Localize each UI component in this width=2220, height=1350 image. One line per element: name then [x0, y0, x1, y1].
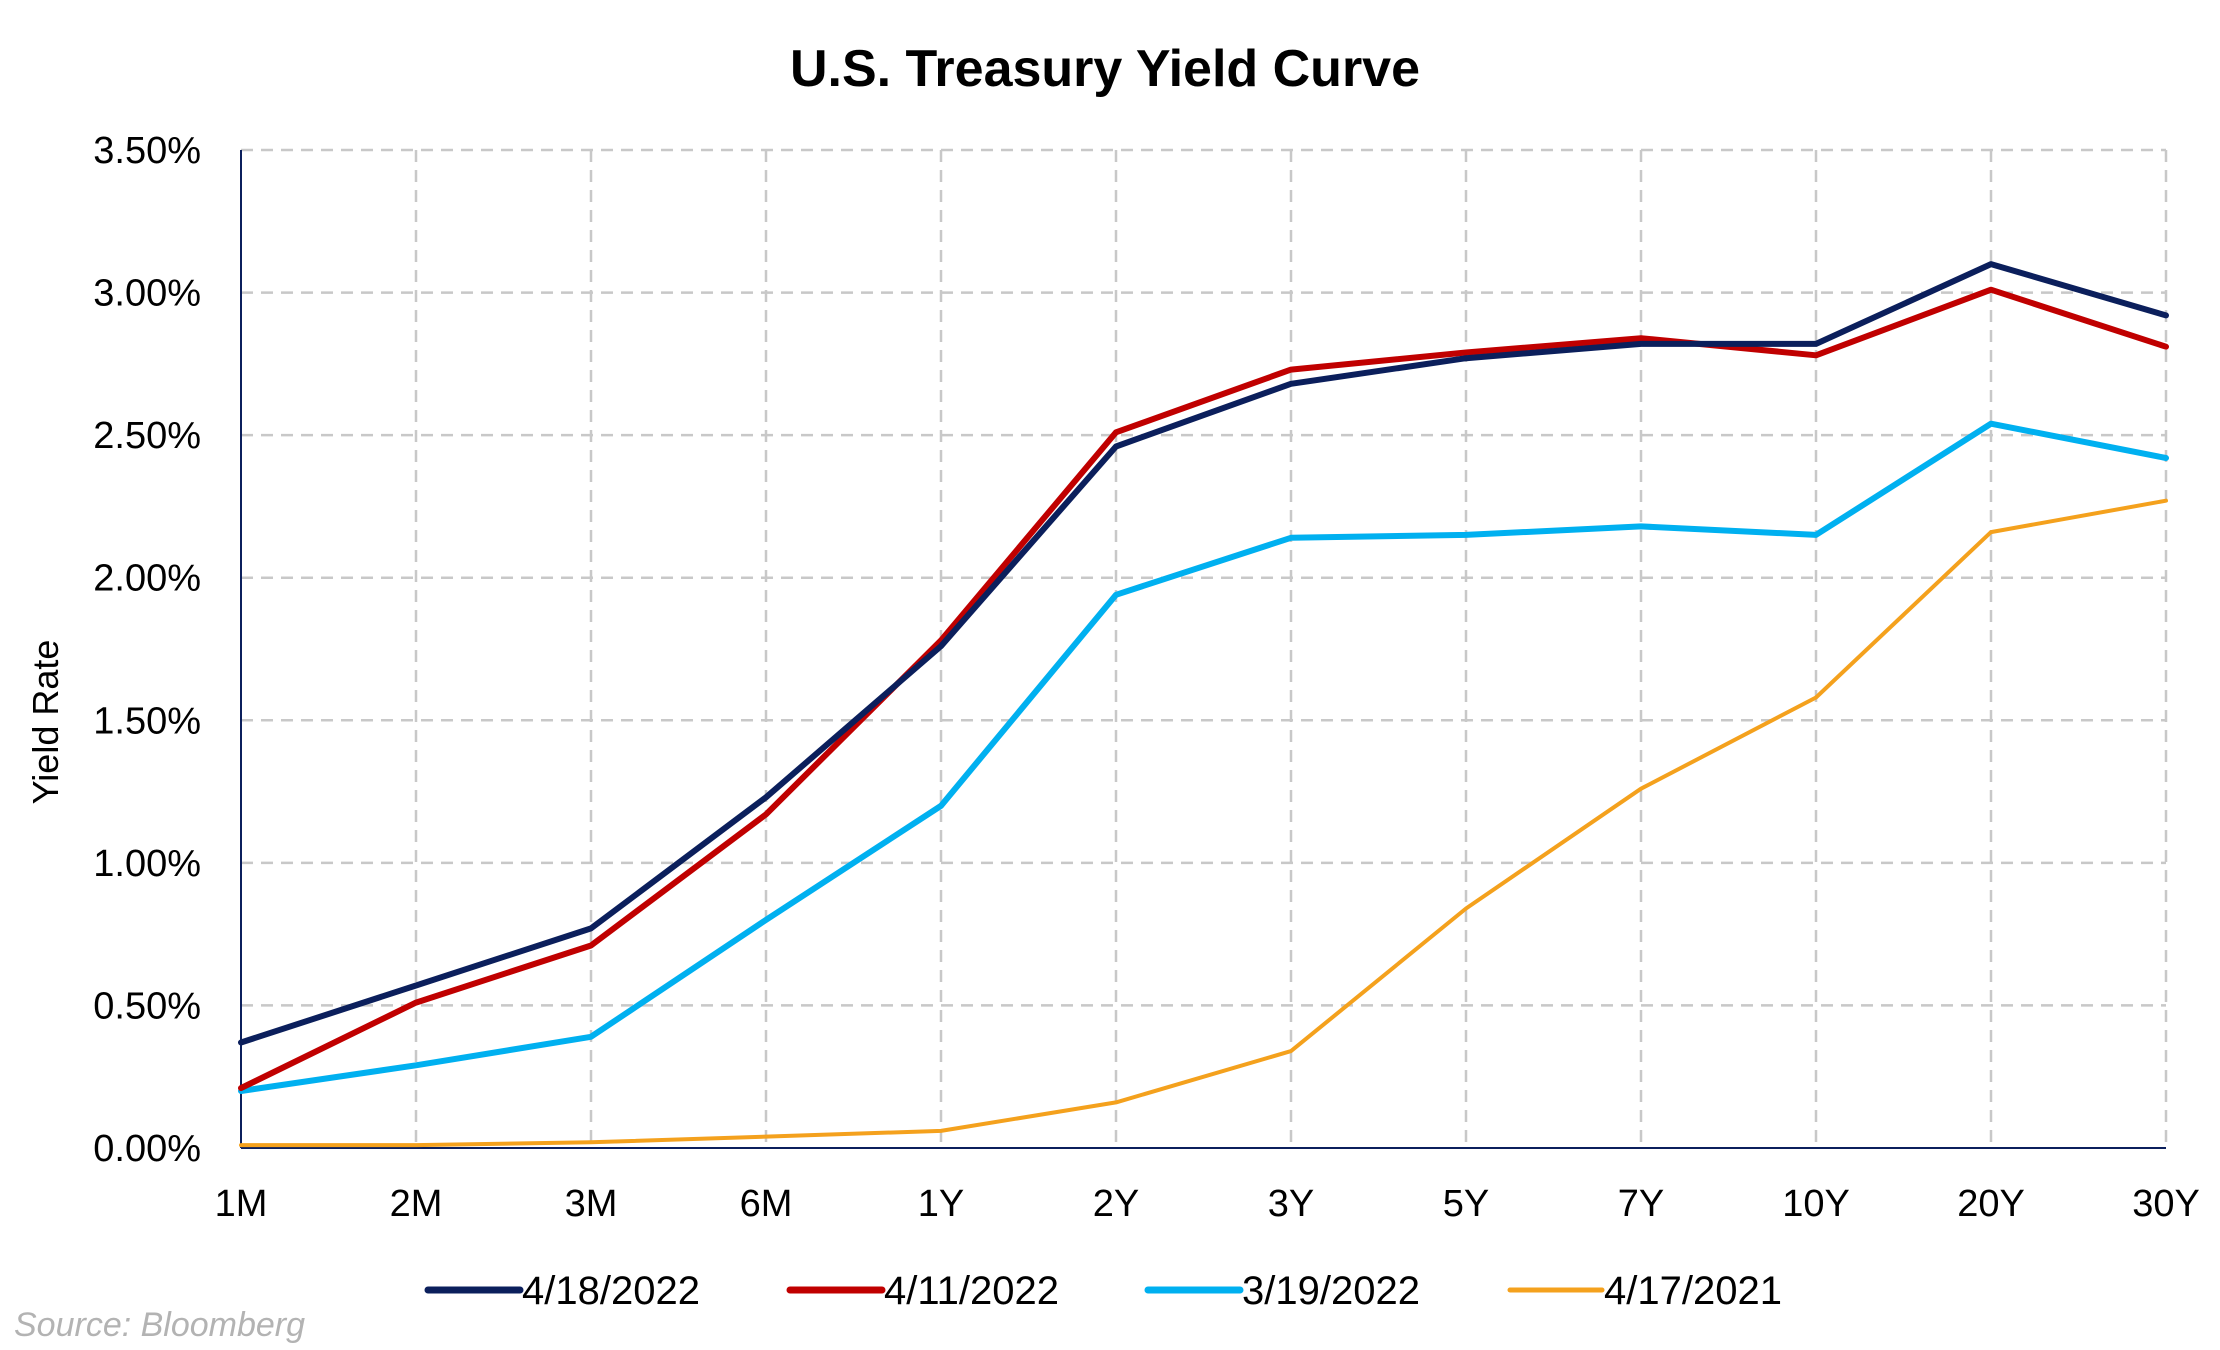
x-tick-label: 20Y: [1957, 1183, 2025, 1225]
source-note: Source: Bloomberg: [14, 1306, 305, 1344]
grid-lines: [241, 148, 2168, 1148]
x-tick-label: 5Y: [1443, 1183, 1489, 1225]
x-tick-label: 3Y: [1268, 1183, 1314, 1225]
x-tick-label: 7Y: [1618, 1183, 1664, 1225]
y-tick-label: 1.00%: [93, 843, 201, 885]
x-tick-label: 1Y: [918, 1183, 964, 1225]
x-tick-label: 2Y: [1093, 1183, 1139, 1225]
y-tick-label: 0.50%: [93, 985, 201, 1027]
x-tick-label: 3M: [565, 1183, 618, 1225]
y-tick-label: 3.00%: [93, 273, 201, 315]
legend-label: 3/19/2022: [1242, 1269, 1420, 1313]
series-line-4-17-2021: [239, 498, 2168, 1148]
series-line-4-11-2022: [238, 286, 2169, 1092]
x-tick-label: 6M: [740, 1183, 793, 1225]
x-tick-labels: 1M 2M 3M 6M 1Y 2Y 3Y 5Y 7Y 10Y 20Y 30Y: [215, 1183, 2200, 1225]
y-tick-labels: 0.00% 0.50% 1.00% 1.50% 2.00% 2.50% 3.00% 3.50%: [93, 130, 201, 1170]
y-axis-label: Yield Rate: [25, 640, 66, 805]
y-tick-label: 1.50%: [93, 700, 201, 742]
x-tick-label: 1M: [215, 1183, 268, 1225]
series-line-3-19-2022: [238, 420, 2169, 1094]
y-tick-label: 2.00%: [93, 558, 201, 600]
y-tick-label: 2.50%: [93, 415, 201, 457]
x-tick-label: 2M: [390, 1183, 443, 1225]
y-tick-label: 0.00%: [93, 1128, 201, 1170]
legend-label: 4/18/2022: [522, 1269, 700, 1313]
legend-label: 4/11/2022: [884, 1269, 1059, 1313]
x-tick-label: 30Y: [2132, 1183, 2200, 1225]
axes: [240, 150, 2166, 1149]
series-lines: [238, 261, 2169, 1148]
legend-label: 4/17/2021: [1604, 1269, 1782, 1313]
y-tick-label: 3.50%: [93, 130, 201, 172]
chart-title: U.S. Treasury Yield Curve: [790, 40, 1420, 98]
series-line-4-18-2022: [238, 261, 2169, 1046]
legend: 4/18/2022 4/11/2022 3/19/2022 4/17/2021: [424, 1269, 1782, 1313]
x-tick-label: 10Y: [1782, 1183, 1850, 1225]
